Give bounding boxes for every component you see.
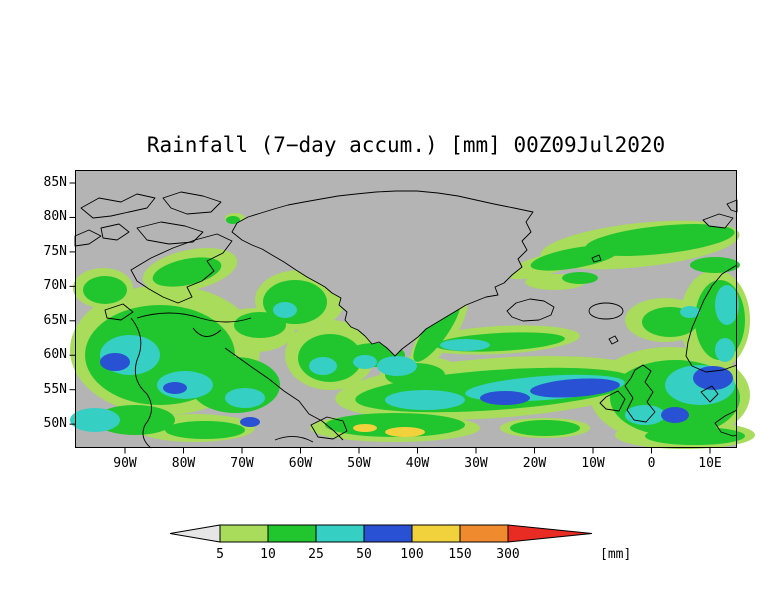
colorbar-segment — [364, 525, 412, 542]
x-axis-label: 60W — [273, 456, 329, 472]
rain-patch — [353, 424, 377, 432]
colorbar-segment — [268, 525, 316, 542]
rain-patch — [353, 355, 377, 369]
x-axis-label: 20W — [507, 456, 563, 472]
rain-patch — [225, 388, 265, 408]
colorbar-segment — [316, 525, 364, 542]
rain-patch — [240, 417, 260, 427]
rain-patch — [440, 339, 490, 351]
map-plot — [75, 170, 737, 448]
y-axis-label: 80N — [21, 209, 67, 225]
x-axis-label: 30W — [448, 456, 504, 472]
colorbar-tick-label: 5 — [200, 547, 240, 562]
rain-patch — [715, 285, 739, 325]
colorbar — [168, 524, 598, 546]
rain-patch — [309, 357, 337, 375]
rainfall-plot-page: Rainfall (7−day accum.) [mm] 00Z09Jul202… — [0, 0, 784, 612]
y-axis-label: 70N — [21, 278, 67, 294]
rain-patch — [645, 427, 745, 445]
rain-patch — [690, 257, 740, 273]
colorbar-tick-label: 300 — [488, 547, 528, 562]
colorbar-above-arrow — [508, 525, 592, 542]
rain-patch — [70, 408, 120, 432]
plot-title: Rainfall (7−day accum.) [mm] 00Z09Jul202… — [75, 133, 737, 157]
colorbar-segment — [412, 525, 460, 542]
rain-patch — [562, 272, 598, 284]
rain-patch — [385, 390, 465, 410]
y-axis-label: 85N — [21, 175, 67, 191]
rain-patch — [165, 421, 245, 439]
colorbar-segment — [220, 525, 268, 542]
x-axis-label: 80W — [156, 456, 212, 472]
colorbar-tick-label: 100 — [392, 547, 432, 562]
colorbar-segment — [460, 525, 508, 542]
map-area: 85N80N75N70N65N60N55N50N90W80W70W60W50W4… — [75, 170, 737, 448]
y-axis-label: 50N — [21, 416, 67, 432]
colorbar-tick-label: 150 — [440, 547, 480, 562]
x-axis-label: 50W — [331, 456, 387, 472]
x-axis-label: 0 — [624, 456, 680, 472]
rain-patch — [385, 427, 425, 437]
x-axis-label: 90W — [97, 456, 153, 472]
rain-patch — [100, 353, 130, 371]
rain-patch — [163, 382, 187, 394]
rain-patch — [377, 356, 417, 376]
rain-patch — [83, 276, 127, 304]
y-axis-label: 75N — [21, 244, 67, 260]
rain-patch — [661, 407, 689, 423]
x-axis-label: 70W — [214, 456, 270, 472]
rain-patch — [273, 302, 297, 318]
x-axis-label: 10E — [682, 456, 738, 472]
rain-patch — [298, 334, 362, 382]
colorbar-tick-label: 50 — [344, 547, 384, 562]
rain-patch — [480, 391, 530, 405]
y-axis-label: 55N — [21, 382, 67, 398]
rain-patch — [510, 420, 580, 436]
colorbar-below-arrow — [170, 525, 220, 542]
ocean-contour-oval — [589, 303, 623, 319]
rain-patch — [693, 366, 733, 390]
y-axis-label: 60N — [21, 347, 67, 363]
y-axis-label: 65N — [21, 313, 67, 329]
colorbar-tick-label: 25 — [296, 547, 336, 562]
rain-patch — [715, 338, 735, 362]
colorbar-unit-label: [mm] — [600, 547, 631, 562]
x-axis-label: 10W — [565, 456, 621, 472]
x-axis-label: 40W — [390, 456, 446, 472]
colorbar-tick-label: 10 — [248, 547, 288, 562]
